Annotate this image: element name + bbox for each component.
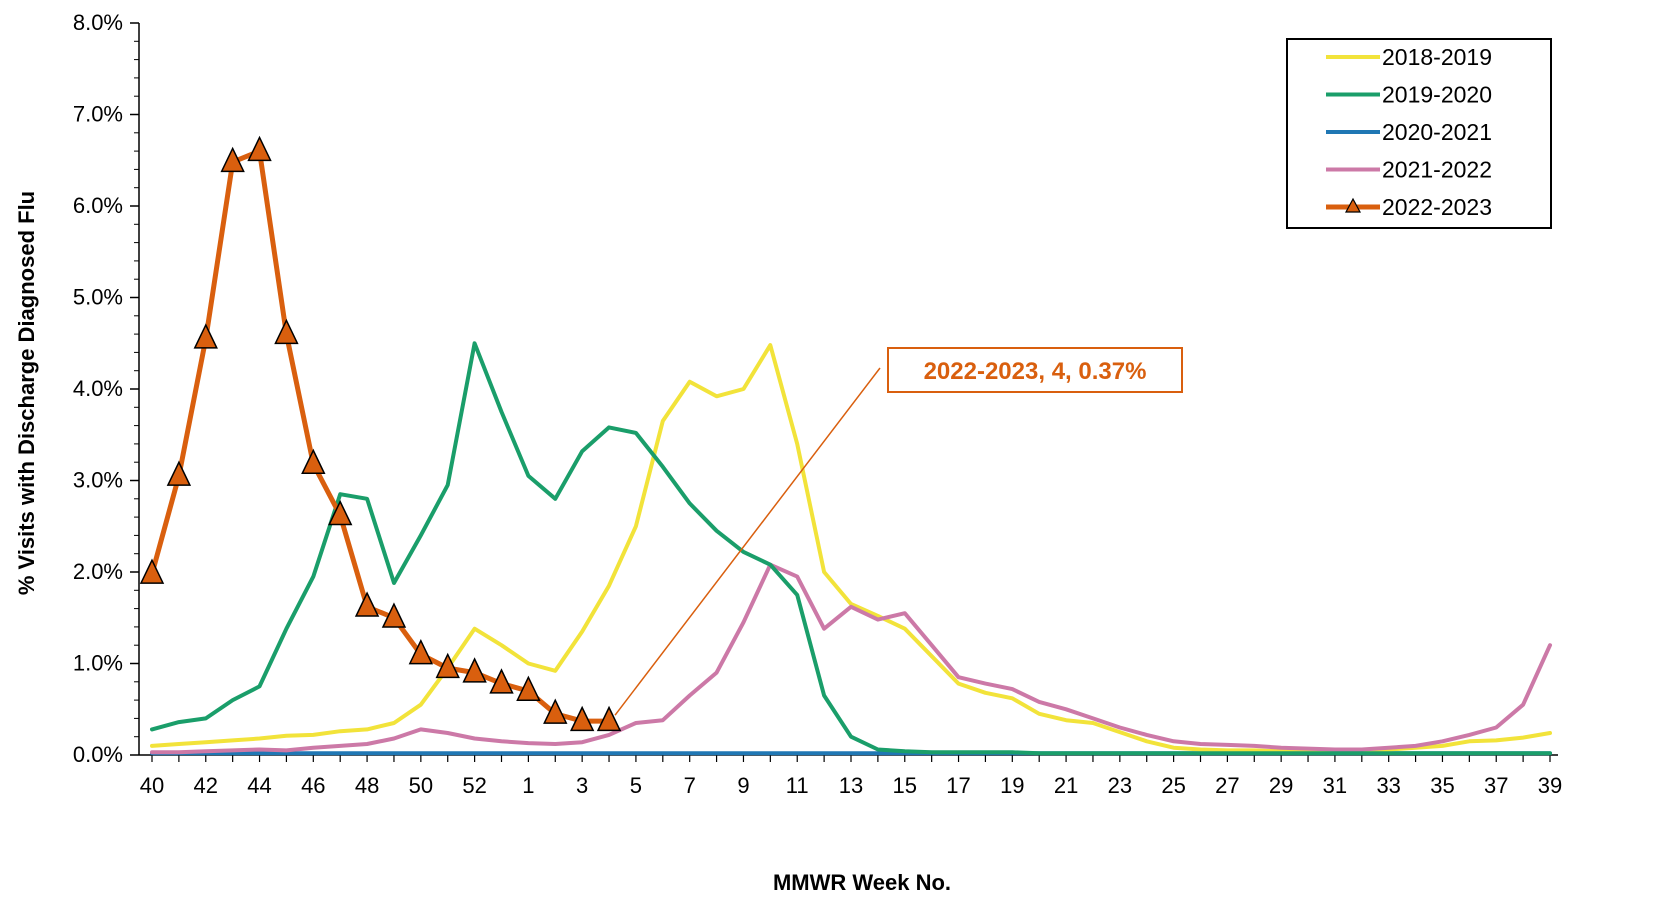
x-tick-label: 39 bbox=[1538, 773, 1562, 798]
y-tick-label: 6.0% bbox=[73, 193, 123, 218]
x-tick-label: 42 bbox=[194, 773, 218, 798]
x-tick-label: 50 bbox=[409, 773, 433, 798]
x-tick-label: 11 bbox=[786, 773, 809, 798]
x-tick-label: 5 bbox=[630, 773, 642, 798]
x-tick-label: 7 bbox=[684, 773, 696, 798]
y-tick-label: 7.0% bbox=[73, 102, 123, 127]
data-point-marker bbox=[354, 591, 380, 617]
annotation-box bbox=[887, 347, 1183, 393]
legend-label: 2022-2023 bbox=[1382, 194, 1492, 220]
x-tick-label: 46 bbox=[301, 773, 325, 798]
x-tick-label: 9 bbox=[737, 773, 749, 798]
legend-label: 2018-2019 bbox=[1382, 44, 1492, 70]
data-point-marker bbox=[569, 705, 595, 732]
x-tick-label: 19 bbox=[1000, 773, 1024, 798]
legend: 2018-2019 2019-2020 2020-2021 2021-2022 2022… bbox=[1286, 38, 1552, 229]
series-line-2022-2023 bbox=[149, 148, 612, 724]
data-point-marker bbox=[516, 675, 541, 701]
legend-marker bbox=[1344, 197, 1362, 213]
x-tick-label: 23 bbox=[1108, 773, 1132, 798]
data-point-marker bbox=[596, 705, 622, 732]
x-tick-label: 44 bbox=[247, 773, 271, 798]
data-point-marker bbox=[139, 558, 165, 584]
legend-label: 2020-2021 bbox=[1382, 119, 1492, 145]
y-axis-title: % Visits with Discharge Diagnosed Flu bbox=[14, 191, 39, 595]
data-point-marker bbox=[489, 668, 514, 694]
y-tick-label: 5.0% bbox=[73, 285, 123, 310]
markers-layer bbox=[139, 135, 622, 732]
data-point-marker bbox=[408, 638, 434, 665]
x-tick-label: 33 bbox=[1376, 773, 1400, 798]
y-tick-label: 0.0% bbox=[73, 742, 123, 767]
y-axis-title-group: % Visits with Discharge Diagnosed Flu bbox=[14, 191, 39, 595]
y-tick-label: 8.0% bbox=[73, 10, 123, 35]
x-tick-label: 35 bbox=[1430, 773, 1454, 798]
data-point-marker bbox=[301, 448, 326, 475]
y-tick-label: 4.0% bbox=[73, 376, 123, 401]
y-tick-label: 3.0% bbox=[73, 468, 123, 493]
data-point-marker bbox=[435, 652, 460, 679]
data-point-marker bbox=[274, 318, 299, 345]
x-tick-label: 3 bbox=[576, 773, 588, 798]
series-line-2019-2020 bbox=[150, 341, 1552, 756]
x-tick-label: 17 bbox=[946, 773, 970, 798]
x-tick-label: 25 bbox=[1161, 773, 1185, 798]
x-tick-label: 13 bbox=[839, 773, 863, 798]
data-point-marker bbox=[327, 499, 353, 526]
x-tick-label: 27 bbox=[1215, 773, 1239, 798]
data-point-marker bbox=[220, 146, 245, 173]
annotation-callout: 2022-2023, 4, 0.37% bbox=[614, 347, 1183, 716]
x-axis-title: MMWR Week No. bbox=[773, 870, 951, 895]
axes: 0.0% 1.0% 2.0% 3.0% 4.0% 5.0% 6.0% 7.0% 8.0% 40 42… bbox=[73, 10, 1562, 798]
legend-label: 2019-2020 bbox=[1382, 82, 1492, 108]
x-tick-label: 48 bbox=[355, 773, 379, 798]
x-tick-label: 1 bbox=[522, 773, 534, 798]
data-point-marker bbox=[543, 698, 568, 724]
x-tick-label: 52 bbox=[462, 773, 486, 798]
series-layer bbox=[149, 148, 1552, 756]
x-tick-label: 21 bbox=[1054, 773, 1078, 798]
y-tick-label: 1.0% bbox=[73, 651, 123, 676]
legend-items: 2018-2019 2019-2020 2020-2021 2021-2022 2022… bbox=[1326, 44, 1492, 220]
data-point-marker bbox=[193, 323, 218, 349]
annotation-label: 2022-2023, 4, 0.37% bbox=[924, 358, 1147, 385]
x-tick-label: 37 bbox=[1484, 773, 1508, 798]
data-point-marker bbox=[166, 460, 192, 486]
x-tick-label: 15 bbox=[893, 773, 917, 798]
y-tick-label: 2.0% bbox=[73, 559, 123, 584]
data-point-marker bbox=[462, 657, 487, 683]
data-point-marker bbox=[247, 135, 272, 162]
data-point-marker bbox=[381, 602, 407, 628]
series-line-2021-2022 bbox=[150, 562, 1552, 755]
x-tick-label: 40 bbox=[140, 773, 164, 798]
legend-label: 2021-2022 bbox=[1382, 157, 1492, 183]
x-tick-label: 31 bbox=[1323, 773, 1347, 798]
annotation-leader-line bbox=[614, 367, 881, 716]
x-tick-label: 29 bbox=[1269, 773, 1293, 798]
